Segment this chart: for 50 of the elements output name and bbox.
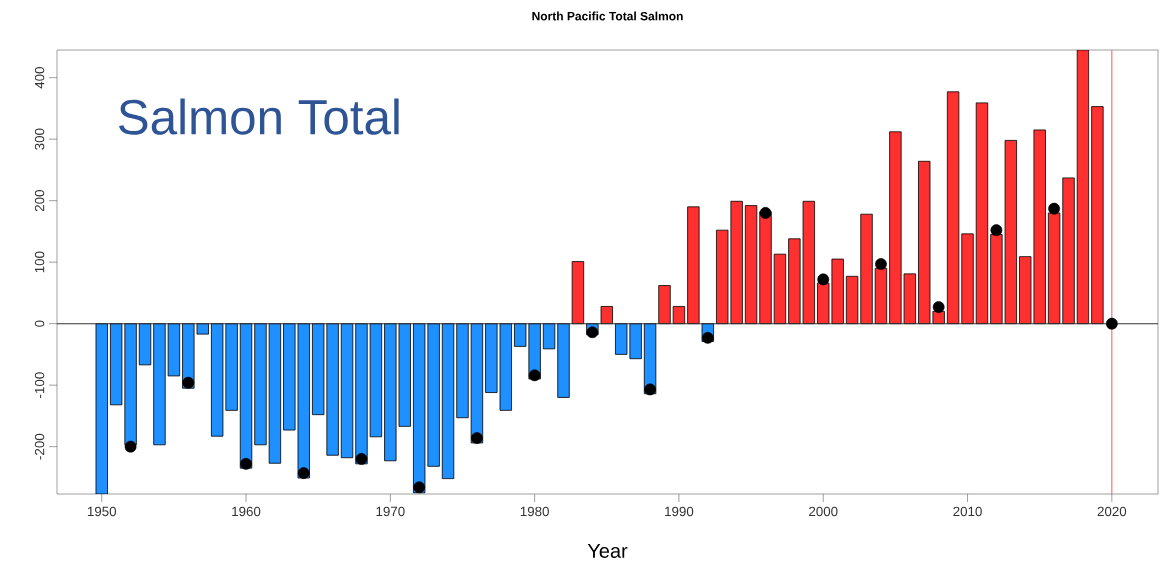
y-tick-label: -200 xyxy=(34,433,45,460)
x-tick-label: 1950 xyxy=(87,506,117,517)
point xyxy=(875,258,887,270)
y-tick-label: -100 xyxy=(34,372,45,398)
bar xyxy=(571,261,585,325)
point xyxy=(1048,202,1060,215)
bar xyxy=(1091,106,1104,325)
chart-title: North Pacific Total Salmon xyxy=(532,11,683,21)
point xyxy=(701,331,714,344)
bar xyxy=(441,323,455,480)
point xyxy=(759,207,772,219)
bar xyxy=(975,102,989,325)
bar xyxy=(658,285,671,325)
point xyxy=(528,369,541,382)
x-tick-label: 1980 xyxy=(520,506,549,517)
bar xyxy=(600,306,613,325)
x-tick-label: 1970 xyxy=(376,506,405,517)
point xyxy=(1105,317,1118,330)
x-tick-label: 1990 xyxy=(665,506,694,517)
point xyxy=(644,383,656,396)
x-tick-label: 1960 xyxy=(232,506,261,517)
bar xyxy=(542,323,556,350)
point xyxy=(413,481,426,494)
point xyxy=(932,301,945,313)
y-tick-label: 300 xyxy=(34,128,45,150)
bar xyxy=(138,323,152,366)
point xyxy=(355,453,368,465)
bar xyxy=(557,323,570,398)
bar xyxy=(672,306,686,325)
annotation: Salmon Total xyxy=(119,98,399,135)
bar xyxy=(95,323,108,494)
bar xyxy=(239,323,253,469)
point xyxy=(240,458,252,470)
x-tick-label: 2000 xyxy=(809,506,838,517)
x-tick-label: 2020 xyxy=(1097,506,1127,517)
x-axis-title: Year xyxy=(587,543,628,558)
y-tick-label: 200 xyxy=(34,190,45,212)
point xyxy=(990,224,1003,237)
y-tick-label: 100 xyxy=(34,251,45,273)
point xyxy=(124,440,137,453)
point xyxy=(182,376,195,389)
point xyxy=(817,273,830,286)
bar xyxy=(773,253,787,325)
point xyxy=(297,467,310,479)
bar xyxy=(340,323,354,459)
y-tick-label: 400 xyxy=(34,67,45,89)
bar xyxy=(687,206,700,325)
x-tick-label: 2010 xyxy=(953,506,982,517)
y-tick-label: 0 xyxy=(34,320,45,327)
point xyxy=(471,432,483,444)
